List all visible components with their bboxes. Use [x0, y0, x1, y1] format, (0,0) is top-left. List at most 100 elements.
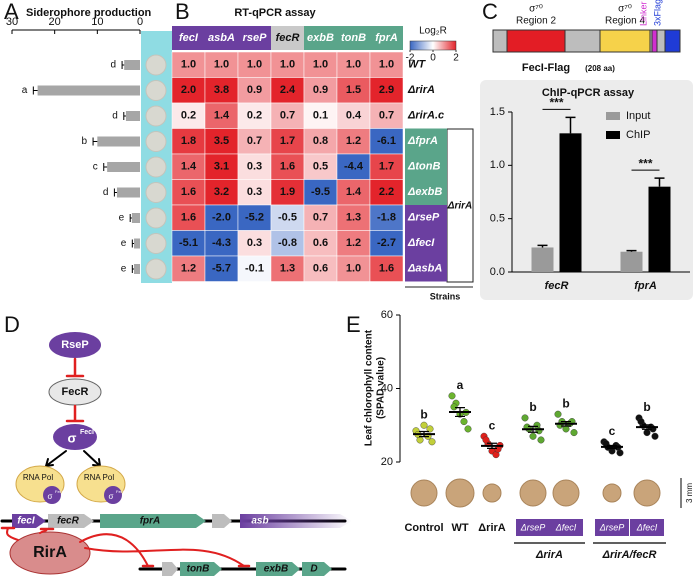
column-header-bg: [205, 26, 238, 50]
column-header-bg: [304, 26, 337, 50]
column-header: tonB: [341, 32, 366, 44]
row-label-bg: [405, 179, 447, 205]
annotation: b: [529, 400, 536, 414]
group-label: ΔrirA: [535, 549, 563, 561]
cell-label: 2.2: [379, 186, 394, 198]
heatmap-cell: [303, 204, 338, 231]
heatmap-cell: [171, 255, 206, 282]
cell-label: -5.2: [245, 212, 264, 224]
point: [521, 414, 529, 422]
heatmap-cell: [270, 153, 305, 180]
heatmap-cell: [369, 179, 404, 206]
error-bar: [123, 112, 126, 120]
point: [529, 432, 537, 440]
heatmap-cell: [369, 230, 404, 257]
cell-label: 0.2: [181, 110, 196, 122]
heatmap-cell: [204, 51, 239, 78]
x-tick-label: 30: [6, 16, 18, 28]
column-header: rseP: [243, 32, 268, 44]
x-tick-label: ΔfecI: [555, 522, 577, 532]
heatmap-cell: [369, 255, 404, 282]
row-label: ΔrirA.c: [407, 110, 444, 122]
x-tick-label: 0: [137, 16, 143, 28]
error-bar: [121, 61, 125, 69]
point: [460, 418, 468, 426]
point: [482, 436, 490, 444]
leaf-disc: [519, 479, 547, 507]
gene-label: fecR: [57, 516, 79, 527]
heatmap-cell: [270, 77, 305, 104]
cell-label: 1.7: [379, 161, 394, 173]
heatmap-cell: [336, 204, 371, 231]
heatmap-cell: [171, 230, 206, 257]
chart-background: [480, 80, 693, 300]
heatmap-cell: [336, 77, 371, 104]
leaf-disc: [633, 479, 661, 507]
protein-name: FecI-Flag: [522, 62, 570, 74]
gene-label: asb: [251, 516, 268, 527]
row-label-bg: [405, 230, 447, 256]
colony-spot: [145, 54, 167, 76]
domain-symbol: σ⁷⁰: [529, 4, 543, 15]
colorbar-title: Log₂R: [419, 26, 447, 37]
cell-label: 1.5: [346, 84, 361, 96]
error-bar: [654, 177, 665, 187]
panel-label: D: [4, 312, 20, 337]
linker-label: Linker: [638, 1, 648, 26]
heatmap-cell: [270, 128, 305, 155]
cell-label: -5.7: [212, 263, 231, 275]
column-header: exbB: [307, 32, 334, 44]
label-box: [595, 519, 629, 536]
cell-label: 2.4: [280, 84, 296, 96]
point: [420, 421, 428, 429]
point: [450, 403, 458, 411]
colorbar-tick-label: 0: [430, 53, 436, 64]
error-bar: [561, 420, 571, 427]
cell-label: 2.0: [181, 84, 196, 96]
gene-label: fecI: [17, 516, 34, 527]
cell-label: 0.4: [346, 110, 362, 122]
colony-spot: [145, 182, 167, 203]
bar: [97, 136, 140, 147]
cell-label: 0.7: [379, 110, 394, 122]
node-label: RNA Pol: [23, 473, 53, 482]
bar: [116, 187, 140, 198]
heatmap-cell: [369, 77, 404, 104]
annotation: a: [22, 85, 28, 96]
row-label-bg: [405, 128, 447, 154]
sigma-superscript: FecI: [116, 489, 124, 494]
bar: [124, 60, 140, 70]
gene-label: fprA: [140, 516, 161, 527]
cell-label: 1.4: [346, 186, 362, 198]
group-label: ΔrirA/fecR: [602, 549, 657, 561]
heatmap-cell: [237, 153, 272, 180]
bar: [531, 247, 554, 272]
heatmap-cell: [237, 51, 272, 78]
heatmap-cell: [303, 128, 338, 155]
cell-label: -1.8: [377, 212, 396, 224]
error-bar: [607, 444, 617, 450]
leaf-disc: [410, 479, 438, 507]
annotation: d: [112, 111, 118, 122]
error-bar: [487, 442, 497, 450]
cell-label: 0.9: [313, 84, 328, 96]
x-tick-label: WT: [451, 522, 468, 534]
column-header-bg: [271, 26, 304, 50]
annotation: d: [103, 187, 109, 198]
node-label: FecR: [62, 386, 89, 398]
row-label-bg: [405, 154, 447, 180]
cell-label: 3.5: [214, 135, 229, 147]
row-label: ΔtonB: [407, 161, 440, 173]
cell-label: 1.4: [181, 161, 197, 173]
error-bar: [528, 425, 538, 433]
pathway: [0, 332, 352, 576]
node-label: RirA: [33, 544, 67, 561]
sigma-symbol: σ: [109, 492, 114, 501]
tag-label: 3xFlag: [652, 0, 662, 26]
colony-spot: [145, 131, 167, 152]
heatmap-cell: [270, 230, 305, 257]
axis-title: Strains: [430, 291, 461, 301]
bar: [125, 111, 140, 121]
cell-label: -0.8: [278, 237, 297, 249]
